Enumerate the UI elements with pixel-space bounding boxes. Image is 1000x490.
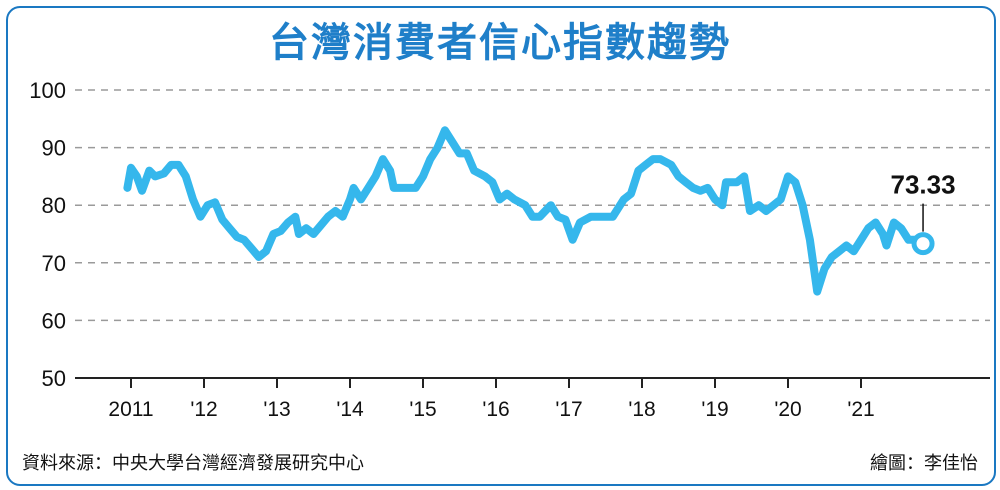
y-tick-label-60: 60 <box>42 308 66 333</box>
x-tick-label-2016: '16 <box>482 398 509 421</box>
grid-lines <box>75 89 990 322</box>
annotation-label: 73.33 <box>891 170 956 200</box>
x-tick-label-2012: '12 <box>190 398 217 421</box>
credit-note: 繪圖：李佳怡 <box>870 453 978 474</box>
x-tick-label-2018: '18 <box>628 398 655 421</box>
y-tick-label-90: 90 <box>42 136 66 161</box>
x-tick-label-2015: '15 <box>409 398 436 421</box>
chart-frame <box>6 6 996 486</box>
x-tick-label-2017: '17 <box>555 398 582 421</box>
x-tick-label-2013: '13 <box>263 398 290 421</box>
end-point-marker <box>911 232 935 256</box>
x-tick-label-2011: 2011 <box>108 398 153 421</box>
series-line <box>123 126 927 296</box>
x-tick-label-2019: '19 <box>701 398 728 421</box>
y-tick-label-50: 50 <box>42 366 66 391</box>
x-tick-label-2021: '21 <box>847 398 874 421</box>
y-tick-label-80: 80 <box>42 193 66 218</box>
y-tick-labels: 50 60 70 80 90 100 <box>29 78 66 391</box>
x-tick-labels: 2011 '12 '13 '14 '15 '16 '17 '18 '19 '20 '21 <box>108 398 874 421</box>
y-tick-label-100: 100 <box>29 78 66 103</box>
source-note: 資料來源：中央大學台灣經濟發展研究中心 <box>22 453 364 474</box>
x-tick-label-2020: '20 <box>774 398 801 421</box>
chart-title: 台灣消費者信心指數趨勢 <box>269 20 731 66</box>
x-tick-label-2014: '14 <box>336 398 364 421</box>
axes <box>75 377 990 388</box>
y-tick-label-70: 70 <box>42 251 66 276</box>
